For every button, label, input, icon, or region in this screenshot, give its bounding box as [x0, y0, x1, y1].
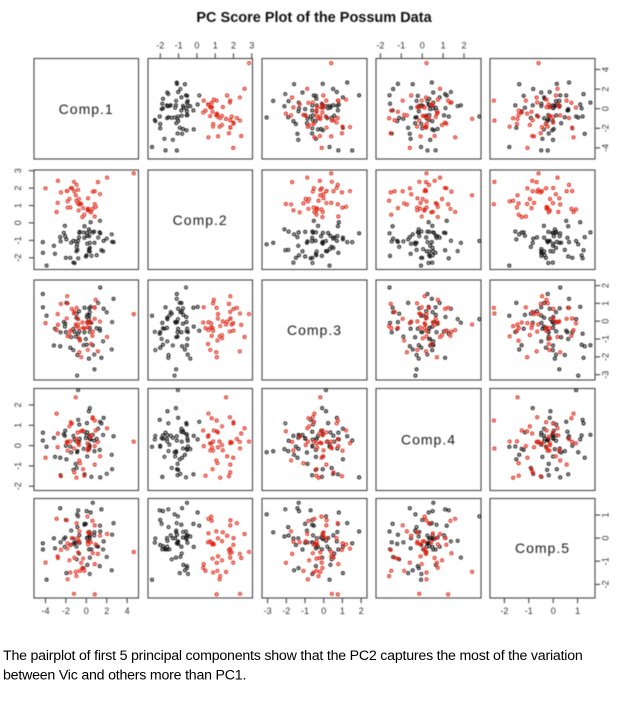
svg-text:-2: -2: [601, 580, 611, 588]
svg-text:between Vic and others more th: between Vic and others more than PC1.: [3, 668, 246, 684]
svg-text:Comp.2: Comp.2: [173, 212, 228, 228]
svg-text:0: 0: [601, 319, 611, 324]
svg-text:0: 0: [13, 220, 23, 225]
svg-text:Comp.1: Comp.1: [59, 101, 114, 117]
svg-text:-3: -3: [601, 371, 611, 379]
svg-text:-2: -2: [601, 124, 611, 132]
svg-text:0: 0: [84, 606, 89, 616]
svg-text:-1: -1: [525, 606, 533, 616]
svg-text:-4: -4: [601, 144, 611, 152]
svg-text:-3: -3: [264, 606, 272, 616]
svg-text:-1: -1: [601, 557, 611, 565]
svg-text:-2: -2: [601, 353, 611, 361]
svg-text:The pairplot of first 5 princi: The pairplot of first 5 principal compon…: [3, 648, 583, 664]
svg-text:2: 2: [601, 87, 611, 92]
svg-text:-2: -2: [62, 606, 70, 616]
svg-text:PC Score Plot of the Possum Da: PC Score Plot of the Possum Data: [196, 10, 432, 26]
svg-text:0: 0: [194, 40, 199, 50]
svg-text:2: 2: [104, 606, 109, 616]
svg-text:2: 2: [359, 606, 364, 616]
svg-text:-2: -2: [282, 606, 290, 616]
svg-text:1: 1: [601, 301, 611, 306]
svg-text:1: 1: [213, 40, 218, 50]
svg-text:1: 1: [441, 40, 446, 50]
svg-text:4: 4: [601, 67, 611, 72]
svg-text:0: 0: [420, 40, 425, 50]
svg-text:0: 0: [601, 536, 611, 541]
svg-text:-1: -1: [601, 335, 611, 343]
svg-text:0: 0: [601, 106, 611, 111]
svg-text:-1: -1: [13, 462, 23, 470]
svg-text:1: 1: [575, 606, 580, 616]
svg-text:0: 0: [13, 443, 23, 448]
svg-text:1: 1: [601, 512, 611, 517]
svg-text:Comp.5: Comp.5: [515, 540, 570, 556]
svg-text:1: 1: [13, 203, 23, 208]
svg-text:-1: -1: [175, 40, 183, 50]
svg-text:1: 1: [340, 606, 345, 616]
svg-text:-1: -1: [397, 40, 405, 50]
svg-text:Comp.3: Comp.3: [287, 322, 342, 338]
svg-text:3: 3: [249, 40, 254, 50]
svg-text:-4: -4: [41, 606, 49, 616]
svg-text:-2: -2: [13, 482, 23, 490]
svg-text:1: 1: [13, 423, 23, 428]
svg-text:-2: -2: [500, 606, 508, 616]
svg-text:2: 2: [601, 283, 611, 288]
svg-text:0: 0: [321, 606, 326, 616]
svg-text:2: 2: [231, 40, 236, 50]
svg-text:-1: -1: [13, 236, 23, 244]
svg-text:-2: -2: [156, 40, 164, 50]
svg-text:0: 0: [551, 606, 556, 616]
svg-text:2: 2: [13, 186, 23, 191]
svg-text:-1: -1: [301, 606, 309, 616]
svg-text:-2: -2: [376, 40, 384, 50]
svg-text:-2: -2: [13, 254, 23, 262]
svg-text:3: 3: [13, 168, 23, 173]
svg-text:Comp.4: Comp.4: [401, 432, 456, 448]
svg-text:4: 4: [125, 606, 130, 616]
svg-text:2: 2: [461, 40, 466, 50]
svg-text:2: 2: [13, 402, 23, 407]
